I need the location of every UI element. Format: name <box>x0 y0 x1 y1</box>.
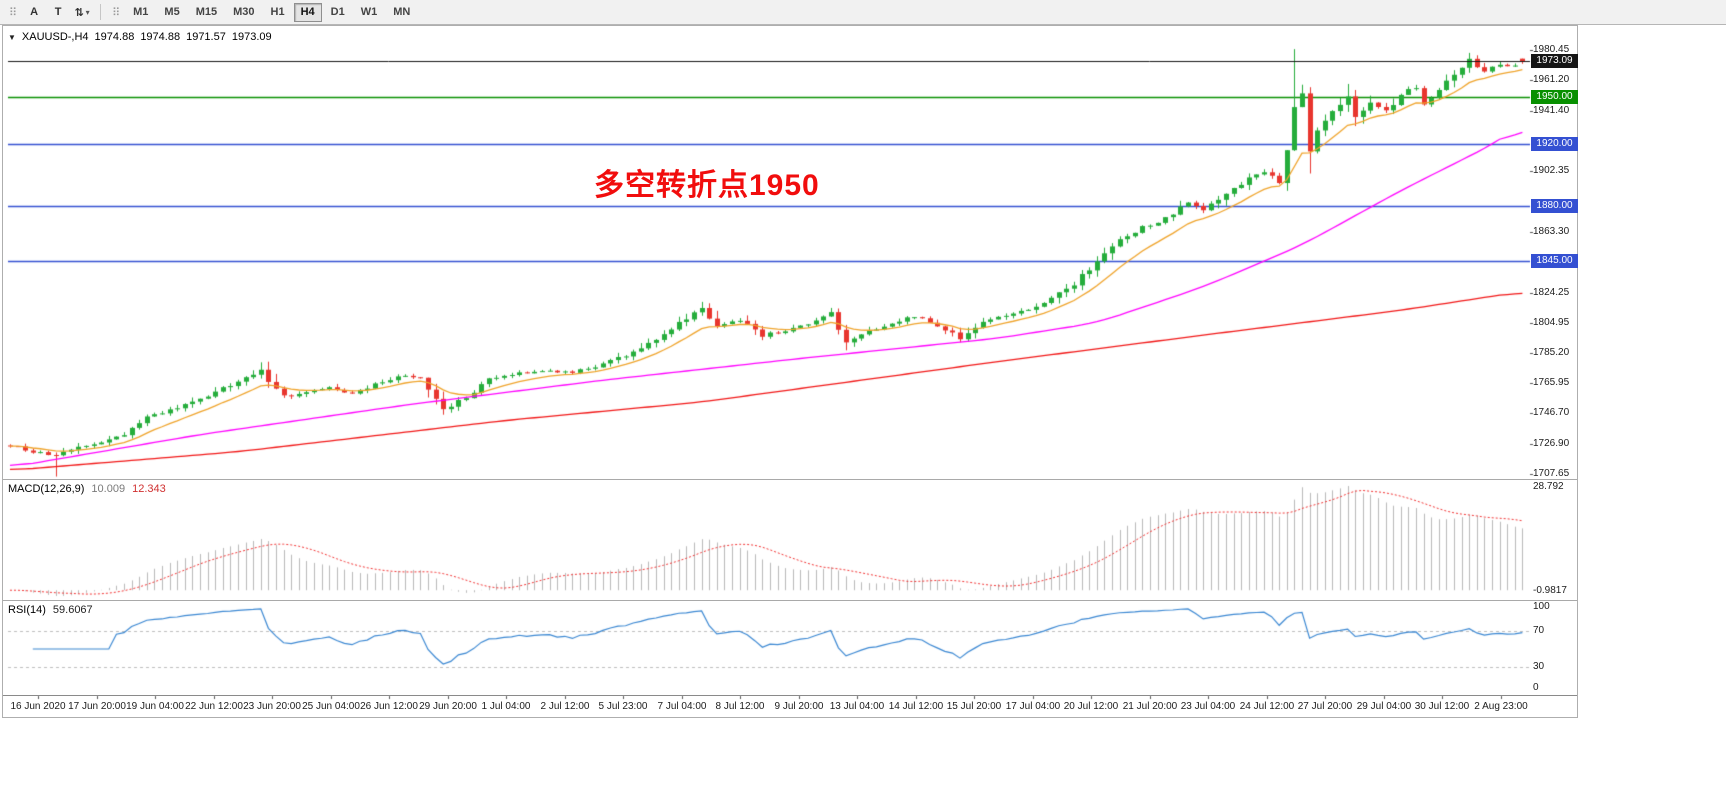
timeframe-button-H4[interactable]: H4 <box>293 2 322 22</box>
rsi-axis-label: 0 <box>1533 682 1539 693</box>
arrow-tool-icon: A <box>30 6 39 18</box>
text-tool-button[interactable]: T <box>47 3 69 22</box>
rsi-axis-label: 30 <box>1533 661 1545 672</box>
time-axis-label: 9 Jul 20:00 <box>774 701 824 712</box>
collapse-icon[interactable]: ▼ <box>8 32 16 42</box>
toolbar-grip-icon[interactable]: ⠿ <box>112 6 121 19</box>
macd-axis-min-label: -0.9817 <box>1533 585 1567 596</box>
toolbar-grip-icon[interactable]: ⠿ <box>9 6 18 19</box>
time-axis-label: 24 Jul 12:00 <box>1239 701 1295 712</box>
rsi-name: RSI(14) <box>8 604 46 616</box>
timeframe-button-M30[interactable]: M30 <box>233 6 255 18</box>
time-axis-label: 29 Jun 20:00 <box>419 701 477 712</box>
time-axis-label: 25 Jun 04:00 <box>302 701 360 712</box>
macd-indicator-label: MACD(12,26,9) 10.009 12.343 <box>8 483 166 495</box>
price-axis-label: 1804.95 <box>1533 317 1570 328</box>
current-price-badge: 1973.09 <box>1531 54 1578 68</box>
timeframe-button-W1[interactable]: W1 <box>360 6 378 18</box>
time-axis-label: 5 Jul 23:00 <box>598 701 648 712</box>
toolbar: ⠿ A T ⇅ ▾ ⠿ M1 M5 M15 M30 H1 H4 D1 W1 MN <box>0 0 1726 25</box>
time-axis-label: 14 Jul 12:00 <box>888 701 944 712</box>
quote-line: ▼ XAUUSD-,H4 1974.88 1974.88 1971.57 197… <box>8 31 272 43</box>
price-axis-label: 1902.35 <box>1533 165 1570 176</box>
time-axis-label: 23 Jun 20:00 <box>243 701 301 712</box>
time-axis-label: 2 Aug 23:00 <box>1474 701 1528 712</box>
time-axis-label: 20 Jul 12:00 <box>1063 701 1119 712</box>
time-axis-label: 8 Jul 12:00 <box>715 701 765 712</box>
time-axis-label: 22 Jun 12:00 <box>185 701 243 712</box>
chart-annotation-text[interactable]: 多空转折点1950 <box>594 169 820 202</box>
rsi-axis-label: 100 <box>1533 601 1550 612</box>
rsi-indicator-label: RSI(14) 59.6067 <box>8 604 93 616</box>
price-axis-label: 1765.95 <box>1533 377 1570 388</box>
time-axis-label: 27 Jul 20:00 <box>1297 701 1353 712</box>
price-axis-label: 1863.30 <box>1533 226 1570 237</box>
price-axis-label: 1824.25 <box>1533 287 1570 298</box>
price-axis-label: 1941.40 <box>1533 105 1570 116</box>
price-axis-label: 1726.90 <box>1533 438 1570 449</box>
time-axis-label: 29 Jul 04:00 <box>1356 701 1412 712</box>
timeframe-button-M1[interactable]: M1 <box>133 6 149 18</box>
time-axis-label: 17 Jun 20:00 <box>68 701 126 712</box>
scale-tool-button[interactable]: ⇅ ▾ <box>71 3 93 22</box>
toolbar-tools-group: A T ⇅ ▾ <box>22 3 94 22</box>
dropdown-caret-icon: ▾ <box>85 7 90 17</box>
price-badge-1950[interactable]: 1950.00 <box>1531 90 1578 104</box>
macd-signal-value: 12.343 <box>132 483 166 495</box>
time-axis-line <box>3 695 1577 696</box>
time-axis-label: 26 Jun 12:00 <box>360 701 418 712</box>
time-axis-label: 17 Jul 04:00 <box>1005 701 1061 712</box>
rsi-value: 59.6067 <box>52 604 93 616</box>
timeframe-toolbar: M1 M5 M15 M30 H1 H4 D1 W1 MN <box>125 2 418 22</box>
rsi-axis-label: 70 <box>1533 625 1545 636</box>
timeframe-button-M5[interactable]: M5 <box>164 6 180 18</box>
macd-name: MACD(12,26,9) <box>8 483 85 495</box>
time-axis-label: 23 Jul 04:00 <box>1180 701 1236 712</box>
quote-high: 1974.88 <box>140 31 181 43</box>
arrow-tool-button[interactable]: A <box>23 3 45 22</box>
time-axis-label: 1 Jul 04:00 <box>481 701 531 712</box>
price-badge-1845[interactable]: 1845.00 <box>1531 254 1578 268</box>
quote-close: 1973.09 <box>231 31 272 43</box>
time-axis-label: 21 Jul 20:00 <box>1122 701 1178 712</box>
toolbar-separator <box>100 4 102 20</box>
time-axis-label: 19 Jun 04:00 <box>126 701 184 712</box>
time-axis-label: 7 Jul 04:00 <box>657 701 707 712</box>
timeframe-button-MN[interactable]: MN <box>393 6 411 18</box>
timeframe-button-H1[interactable]: H1 <box>270 6 285 18</box>
panel-separator-rsi[interactable] <box>3 600 1577 601</box>
macd-axis-max-label: 28.792 <box>1533 481 1564 492</box>
panel-separator-macd[interactable] <box>3 479 1577 480</box>
time-axis-label: 2 Jul 12:00 <box>540 701 590 712</box>
price-badge-1920[interactable]: 1920.00 <box>1531 137 1578 151</box>
time-axis-label: 30 Jul 12:00 <box>1414 701 1470 712</box>
quote-open: 1974.88 <box>94 31 135 43</box>
quote-low: 1971.57 <box>186 31 226 43</box>
price-axis-label: 1961.20 <box>1533 74 1570 85</box>
timeframe-button-D1[interactable]: D1 <box>330 6 345 18</box>
scale-tool-icon: ⇅ <box>74 6 84 19</box>
price-axis-label: 1980.45 <box>1533 44 1570 55</box>
symbol-period: XAUUSD-,H4 <box>21 31 89 43</box>
time-axis-label: 16 Jun 2020 <box>10 701 66 712</box>
price-axis-label: 1707.65 <box>1533 468 1570 479</box>
price-axis-label: 1746.70 <box>1533 407 1570 418</box>
text-tool-icon: T <box>54 6 62 18</box>
price-axis-label: 1785.20 <box>1533 347 1570 358</box>
timeframe-button-M15[interactable]: M15 <box>195 6 218 18</box>
macd-value: 10.009 <box>91 483 126 495</box>
time-axis-label: 13 Jul 04:00 <box>829 701 885 712</box>
price-badge-1880[interactable]: 1880.00 <box>1531 199 1578 213</box>
time-axis-label: 15 Jul 20:00 <box>946 701 1002 712</box>
